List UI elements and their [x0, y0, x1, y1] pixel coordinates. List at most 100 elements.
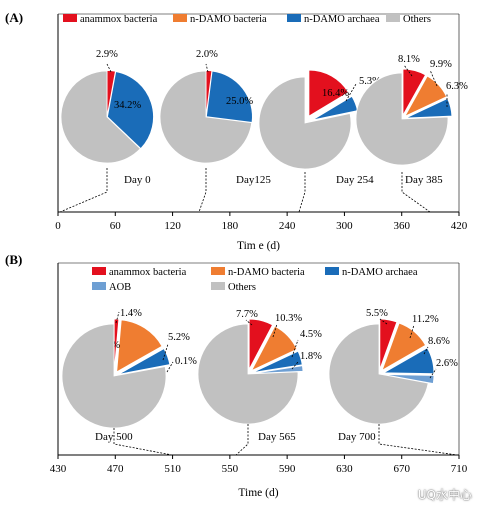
legend-label-ndamo_bacteria: n-DAMO bacteria: [228, 267, 305, 278]
pie-slice-others: [197, 323, 299, 425]
pie-leader-line: [423, 346, 429, 355]
pie-data-label: 8.6%: [428, 336, 450, 347]
day-connector-line: [298, 172, 306, 213]
legend-label-aob: AOB: [109, 282, 131, 293]
x-tick-label: 0: [55, 220, 61, 232]
pie-day-label: Day 700: [338, 431, 376, 443]
pie-leader-line: [272, 323, 278, 338]
pie-slice-aob: [383, 374, 435, 385]
pie-data-label: 5.5%: [366, 308, 388, 319]
pie-slice-ndamo_archaea: [107, 71, 154, 150]
pie-slice-ndamo_archaea: [382, 347, 435, 375]
pie-data-label: 1.8%: [300, 351, 322, 362]
x-tick-label: 550: [222, 463, 239, 475]
pie-slice-ndamo_bacteria: [381, 322, 427, 372]
x-tick-label: 670: [393, 463, 410, 475]
pie-slice-anammox: [379, 318, 398, 370]
pie-slice-ndamo_bacteria: [116, 319, 163, 373]
pie-slice-ndamo_archaea: [205, 70, 253, 123]
panel-label: (A): [5, 10, 23, 25]
day-connector-line: [59, 168, 108, 213]
pie-data-label: 0.1%: [175, 356, 197, 367]
x-tick-label: 630: [336, 463, 353, 475]
pie-data-label: 8.1%: [398, 54, 420, 65]
legend-swatch-ndamo_archaea: [287, 14, 301, 22]
pie-leader-line: [245, 319, 253, 326]
pie-data-label: 9.9%: [430, 59, 452, 70]
x-tick-label: 430: [50, 463, 67, 475]
x-axis-label: Time (d): [238, 487, 278, 499]
pie-slice-ndamo_archaea: [118, 348, 171, 375]
pie-leader-line: [429, 368, 437, 379]
chart-panel-b: (B) 430 470 510 550 590 630 670 710 Time (d) anamm…: [5, 252, 468, 499]
pie-slice-anammox: [113, 318, 120, 372]
pie-slice-ndamo_bacteria: [403, 75, 448, 118]
pie-leader-line: [429, 69, 438, 87]
pie-leader-line: [379, 318, 388, 325]
legend-swatch-anammox: [63, 14, 77, 22]
day-connector-line: [198, 168, 207, 213]
pie-data-label: 6.3%: [446, 81, 468, 92]
pie-slice-anammox: [106, 70, 116, 117]
pie-leader-line: [291, 339, 299, 358]
pie-slice-others: [159, 70, 253, 164]
legend-swatch-anammox: [92, 267, 106, 275]
watermark: UQ水中心: [417, 488, 472, 502]
pie-slice-others: [328, 323, 429, 425]
pie-data-label: 2.6%: [436, 358, 458, 369]
pie-slice-others: [258, 76, 352, 170]
pie-day-label: Day 385: [405, 174, 443, 186]
legend-swatch-ndamo_bacteria: [211, 267, 225, 275]
day-connector-line: [113, 428, 173, 456]
legend-swatch-ndamo_bacteria: [173, 14, 187, 22]
pie-slice-anammox: [308, 69, 349, 117]
pie-leader-line: [115, 311, 120, 324]
pie-day-500: 1.4%15.4%5.2%0.1%Day 500: [61, 308, 197, 456]
pie-day-125: 2.0% 25.0% Day125: [159, 49, 271, 213]
pie-day-385: 8.1% 9.9% 6.3% Day 385: [355, 54, 468, 213]
pie-data-label: 4.5%: [300, 329, 322, 340]
pie-slice-anammox: [402, 68, 426, 117]
pie-leader-line: [205, 63, 209, 73]
pie-day-label: Day 254: [336, 174, 374, 186]
x-tick-label: 120: [164, 220, 181, 232]
pie-slice-others: [61, 323, 167, 429]
pie-data-label: 2.9%: [96, 49, 118, 60]
legend-swatch-ndamo_archaea: [325, 267, 339, 275]
legend-swatch-others: [211, 282, 225, 290]
legend-label-anammox: anammox bacteria: [109, 267, 187, 278]
legend-label-ndamo_archaea: n-DAMO archaea: [342, 267, 418, 278]
pie-day-700: 5.5% 11.2% 8.6% 2.6% Day 700: [328, 308, 458, 456]
legend-swatch-others: [386, 14, 400, 22]
pie-leader-line: [403, 64, 413, 77]
pie-data-label: 1.4%: [120, 308, 142, 319]
pie-day-565: 7.7% 10.3% 4.5% 1.8% Day 565: [197, 309, 322, 456]
panel-label: (B): [5, 252, 22, 267]
pie-data-label: 11.2%: [412, 314, 439, 325]
pie-slice-anammox: [248, 318, 273, 370]
chart-panel-a: (A) 0 60 120 180 240 300 360 420 Tim e (d) anammox…: [5, 10, 468, 252]
pie-slice-ndamo_bacteria: [250, 325, 298, 372]
pie-slice-ndamo_archaea: [252, 350, 303, 373]
pie-leader-line: [291, 361, 299, 370]
x-tick-label: 240: [279, 220, 296, 232]
pie-leader-line: [409, 324, 415, 339]
legend-label-others: Others: [228, 282, 256, 293]
pie-data-label: 10.3%: [275, 313, 302, 324]
pie-data-label: 7.7%: [236, 309, 258, 320]
x-tick-label: 510: [164, 463, 181, 475]
x-tick-label: 60: [110, 220, 122, 232]
x-tick-label: 710: [451, 463, 468, 475]
pie-day-254: 16.4% 5.3% Day 254: [258, 69, 381, 213]
pie-data-label: 16.4%: [322, 88, 349, 99]
x-axis-label: Tim e (d): [237, 240, 280, 252]
x-tick-label: 300: [336, 220, 353, 232]
pie-day-0: 2.9% 34.2% Day 0: [59, 49, 154, 213]
x-tick-label: 180: [222, 220, 239, 232]
pie-data-label: 5.2%: [168, 332, 190, 343]
pie-slice-others: [355, 72, 449, 166]
legend-swatch-aob: [92, 282, 106, 290]
legend-label-anammox: anammox bacteria: [80, 14, 158, 25]
pie-slice-ndamo_archaea: [405, 97, 453, 119]
